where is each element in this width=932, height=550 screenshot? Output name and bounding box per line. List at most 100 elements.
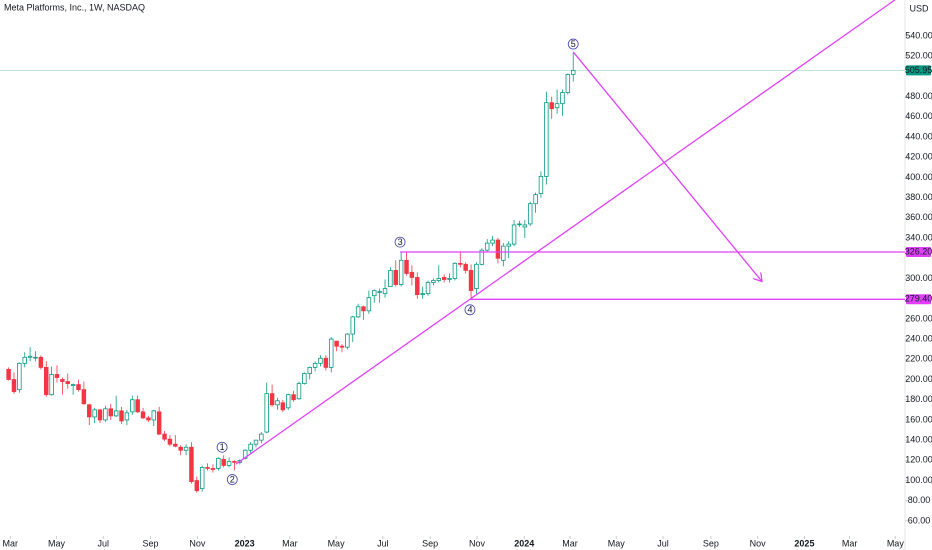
candle-body [436,278,442,281]
candle-body [431,280,436,283]
candle-body [468,269,474,292]
candle-body [280,402,286,411]
wave-label: 5 [571,39,576,49]
candle-body [189,446,194,482]
candle-body [312,362,318,368]
candle-body [33,356,38,359]
candle-body [124,412,130,421]
candle-body [323,357,329,368]
y-tick-label: 480.00 [905,91,932,101]
candle-body [570,69,576,75]
candle-body [318,357,323,364]
candle-body [60,379,65,382]
candle-body [113,410,119,417]
wave-circle [226,474,238,485]
candle-body [11,379,17,393]
candle-body [65,381,70,384]
candle-body [484,242,490,251]
candle-body [366,297,372,312]
candle-body [463,263,468,271]
candle-body [490,239,495,244]
x-tick-label: Jul [377,538,389,548]
candle-body [275,400,280,406]
level-tag-label: 279.40 [905,294,932,304]
x-tick-label: Nov [469,538,486,548]
candle-body [248,443,253,451]
wave-label: 2 [230,474,235,484]
candle-body [221,458,226,466]
currency-label: USD [909,3,929,13]
x-tick-label: May [48,538,66,548]
candle-body [49,374,54,396]
candle-body [199,467,205,490]
candle-body [479,249,485,265]
candle-body [554,103,560,109]
candle-body [345,333,350,348]
y-tick-label: 540.00 [905,30,932,40]
y-tick-label: 240.00 [905,333,932,343]
y-tick-label: 220.00 [905,354,932,364]
candle-body [517,223,522,226]
candle-body [264,393,269,433]
candle-body [210,468,216,470]
candle-body [216,457,221,469]
x-tick-label: May [608,538,626,548]
y-tick-label: 180.00 [905,394,932,404]
candle-body [54,374,60,378]
wave-circle [216,441,228,453]
candle-body [130,399,135,413]
candle-body [361,306,366,312]
candle-body [511,224,517,245]
candle-body [527,203,533,225]
wave-label: 1 [220,442,225,452]
candle-body [194,480,200,492]
candle-body [533,194,538,205]
y-tick-label: 160.00 [905,414,932,424]
y-tick-label: 520.00 [905,51,932,61]
x-tick-label: Sep [703,538,719,548]
x-tick-label: Sep [143,538,159,548]
candle-body [151,410,157,421]
projection-arrow [572,51,762,282]
candle-body [232,460,237,463]
x-tick-label: Mar [842,538,858,548]
candle-body [393,269,398,285]
level-tag-label: 326.20 [905,246,932,256]
y-tick-label: 460.00 [905,111,932,121]
candle-body [44,366,49,396]
candle-body [173,443,178,447]
candle-body [97,409,103,421]
candle-body [452,262,458,279]
candle-body [549,102,554,110]
last-price-label: 505.95 [905,65,932,75]
y-tick-label: 360.00 [905,212,932,222]
x-tick-label: Mar [282,538,298,548]
candle-body [538,176,544,195]
x-tick-label: Nov [189,538,206,548]
candle-body [350,316,355,335]
candle-body [329,338,334,368]
x-tick-label: May [887,538,905,548]
x-tick-label: Sep [422,538,438,548]
candle-body [38,356,44,368]
y-tick-label: 260.00 [905,313,932,323]
y-tick-label: 200.00 [905,374,932,384]
candle-body [70,384,76,386]
y-tick-label: 340.00 [905,232,932,242]
candle-body [404,259,409,274]
y-tick-label: 300.00 [905,273,932,283]
chart-title: Meta Platforms, Inc., 1W, NASDAQ [4,2,145,12]
x-tick-label: Nov [750,538,767,548]
candle-body [6,369,11,380]
wave-label: 3 [398,237,403,247]
candle-body [388,269,393,287]
candle-body [92,409,97,418]
x-tick-label: Jul [97,538,109,548]
candle-body [135,399,140,413]
candle-body [447,278,452,280]
candle-body [382,288,388,295]
y-tick-label: 380.00 [905,192,932,202]
y-tick-label: 440.00 [905,131,932,141]
